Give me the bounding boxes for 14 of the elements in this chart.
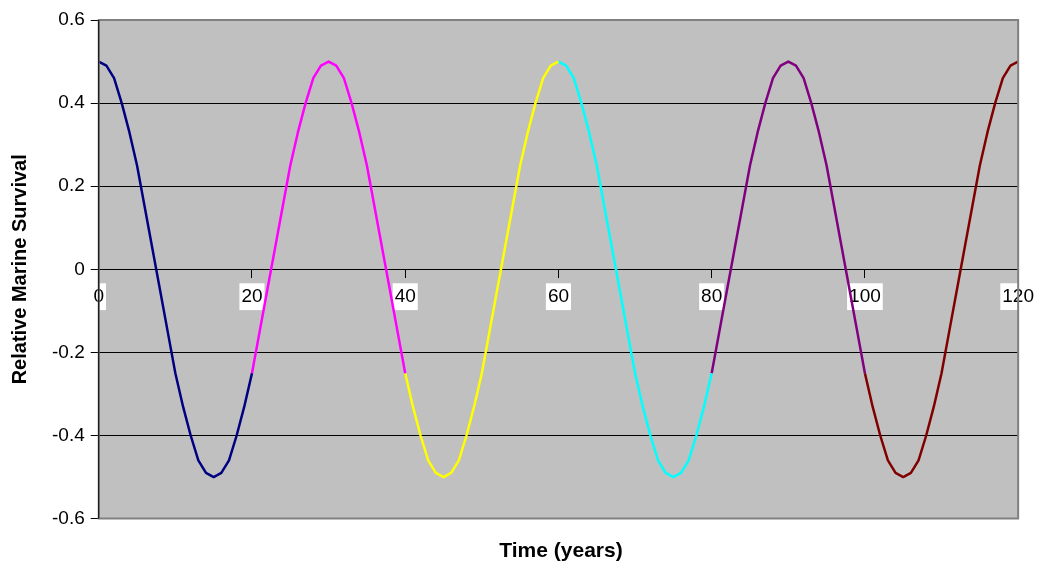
x-tick-label: 80	[701, 284, 723, 306]
y-tick-label: 0.2	[58, 174, 85, 196]
y-tick-label: -0.6	[51, 506, 85, 528]
y-axis-title: Relative Marine Survival	[7, 154, 30, 385]
y-tick-label: 0.4	[58, 91, 86, 113]
x-tick-label: 20	[241, 284, 263, 306]
y-tick-label: 0.6	[58, 8, 85, 30]
y-tick-label: 0	[74, 257, 85, 279]
x-axis-title: Time (years)	[498, 538, 624, 562]
y-tick-label: -0.2	[51, 340, 85, 362]
x-tick-label: 60	[547, 284, 570, 306]
x-tick-label: 40	[394, 284, 416, 306]
y-tick-label: -0.4	[51, 423, 86, 445]
x-tick-label: 120	[1002, 284, 1034, 306]
